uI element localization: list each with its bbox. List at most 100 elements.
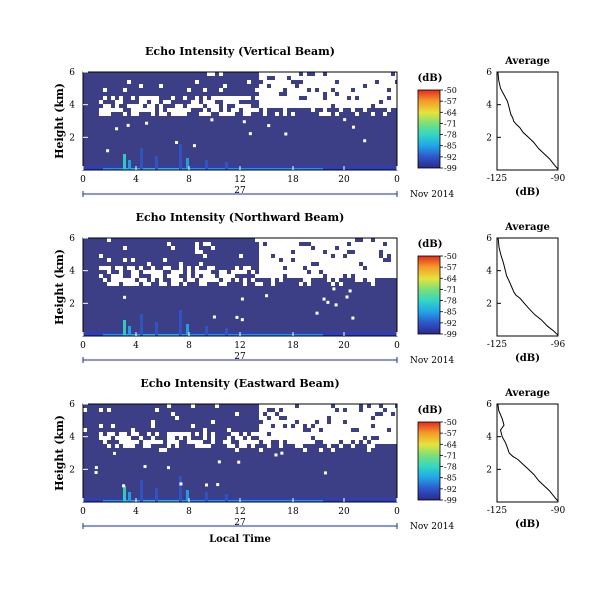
no-echo-speck [175, 140, 179, 144]
no-echo-cell [351, 416, 355, 420]
no-echo-cell [139, 278, 143, 282]
no-echo-cell [319, 432, 323, 436]
no-echo-cell [295, 246, 299, 250]
colorbar-tick-label: -71 [444, 119, 457, 128]
no-echo-cell [287, 266, 291, 270]
no-echo-cell [311, 250, 315, 254]
no-echo-cell [267, 254, 271, 258]
no-echo-cell [283, 100, 287, 104]
no-echo-cell [347, 416, 351, 420]
no-echo-cell [99, 100, 103, 104]
no-echo-cell [303, 412, 307, 416]
y-tick-label: 6 [69, 400, 75, 410]
no-echo-cell [267, 424, 271, 428]
no-echo-cell [367, 262, 371, 266]
no-echo-cell [323, 76, 327, 80]
no-echo-cell [327, 84, 331, 88]
no-echo-cell [291, 92, 295, 96]
no-echo-cell [171, 436, 175, 440]
no-echo-cell [179, 112, 183, 116]
no-echo-speck [280, 451, 284, 455]
no-echo-cell [203, 436, 207, 440]
no-echo-cell [159, 104, 163, 108]
no-echo-cell [343, 412, 347, 416]
x-tick-label: 8 [186, 175, 192, 185]
no-echo-cell [279, 88, 283, 92]
no-echo-speck [332, 287, 336, 291]
no-echo-cell [211, 108, 215, 112]
no-echo-cell [279, 80, 283, 84]
no-echo-cell [367, 96, 371, 100]
no-echo-cell [139, 104, 143, 108]
no-echo-cell [299, 432, 303, 436]
no-echo-cell [351, 412, 355, 416]
no-echo-cell [179, 270, 183, 274]
y-tick-label: 4 [69, 433, 75, 443]
no-echo-cell [379, 436, 383, 440]
no-echo-cell [267, 262, 271, 266]
no-echo-cell [171, 412, 175, 416]
no-echo-cell [143, 108, 147, 112]
no-echo-cell [159, 440, 163, 444]
no-echo-cell [303, 278, 307, 282]
no-echo-speck [265, 294, 269, 298]
no-echo-cell [183, 112, 187, 116]
no-echo-cell [379, 258, 383, 262]
no-echo-cell [107, 282, 111, 286]
no-echo-speck [217, 460, 221, 464]
no-echo-cell [279, 96, 283, 100]
no-echo-cell [283, 96, 287, 100]
no-echo-cell [355, 100, 359, 104]
no-echo-cell [171, 278, 175, 282]
no-echo-cell [323, 238, 327, 242]
no-echo-cell [151, 440, 155, 444]
no-echo-cell [347, 238, 351, 242]
no-echo-cell [323, 80, 327, 84]
no-echo-cell [391, 404, 395, 408]
no-echo-cell [187, 432, 191, 436]
no-echo-cell [151, 436, 155, 440]
no-echo-cell [311, 428, 315, 432]
no-echo-cell [263, 84, 267, 88]
no-echo-cell [263, 76, 267, 80]
no-echo-cell [359, 104, 363, 108]
no-echo-cell [179, 104, 183, 108]
no-echo-cell [319, 100, 323, 104]
no-echo-cell [151, 274, 155, 278]
no-echo-cell [99, 266, 103, 270]
no-echo-cell [363, 242, 367, 246]
no-echo-cell [287, 428, 291, 432]
low-echo-peak [123, 168, 183, 170]
no-echo-cell [127, 104, 131, 108]
no-echo-cell [231, 432, 235, 436]
no-echo-cell [135, 440, 139, 444]
echo-streak [179, 476, 182, 502]
no-echo-cell [371, 428, 375, 432]
no-echo-cell [275, 428, 279, 432]
no-echo-cell [235, 104, 239, 108]
no-echo-cell [303, 254, 307, 258]
no-echo-cell [255, 88, 259, 92]
no-echo-cell [359, 250, 363, 254]
no-echo-cell [259, 242, 263, 246]
no-echo-cell [167, 242, 171, 246]
no-echo-cell [355, 246, 359, 250]
no-echo-cell [343, 88, 347, 92]
no-echo-cell [191, 440, 195, 444]
no-echo-cell [379, 242, 383, 246]
no-echo-cell [323, 416, 327, 420]
no-echo-cell [367, 246, 371, 250]
no-echo-cell [311, 266, 315, 270]
no-echo-cell [311, 416, 315, 420]
average-title: Average [504, 388, 550, 399]
no-echo-cell [383, 250, 387, 254]
no-echo-cell [167, 404, 171, 408]
no-echo-cell [343, 258, 347, 262]
no-echo-cell [347, 254, 351, 258]
no-echo-cell [371, 100, 375, 104]
no-echo-cell [335, 424, 339, 428]
no-echo-cell [383, 270, 387, 274]
no-echo-cell [391, 88, 395, 92]
no-echo-cell [311, 408, 315, 412]
no-echo-cell [331, 92, 335, 96]
